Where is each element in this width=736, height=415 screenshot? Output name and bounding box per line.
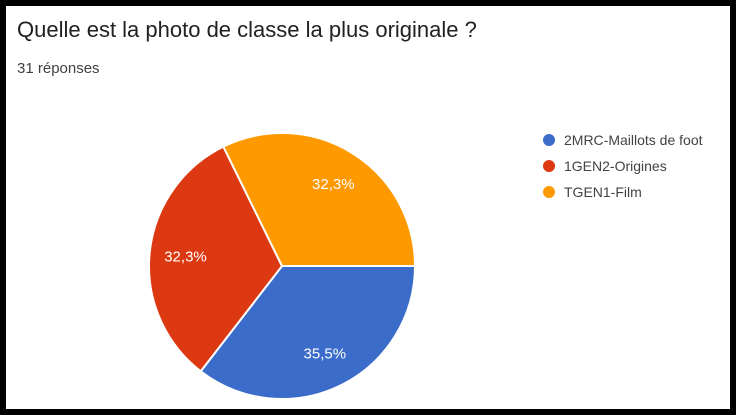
response-count: 31 réponses <box>17 60 100 77</box>
legend-label: TGEN1-Film <box>564 183 642 200</box>
legend-dot-icon <box>543 185 555 198</box>
pie-chart: 35,5% 32,3% 32,3% <box>148 132 416 400</box>
legend-label: 1GEN2-Origines <box>564 157 667 174</box>
slice-percentage-label: 32,3% <box>312 176 355 193</box>
pie-slice-1gen2-origines[interactable] <box>148 145 283 373</box>
legend-item: TGEN1-Film <box>543 182 703 201</box>
legend-dot-icon <box>543 159 555 172</box>
legend-dot-icon <box>543 133 555 146</box>
pie-slice-tgen1-film[interactable] <box>222 132 416 267</box>
legend-item: 1GEN2-Origines <box>543 156 703 175</box>
legend: 2MRC-Maillots de foot 1GEN2-Origines TGE… <box>543 130 703 208</box>
pie-slice-2mrc-maillots-de-foot[interactable] <box>199 265 416 400</box>
slice-percentage-label: 35,5% <box>304 345 347 362</box>
question-title: Quelle est la photo de classe la plus or… <box>17 17 477 42</box>
legend-label: 2MRC-Maillots de foot <box>564 131 703 148</box>
slice-percentage-label: 32,3% <box>164 249 207 266</box>
legend-item: 2MRC-Maillots de foot <box>543 130 703 149</box>
